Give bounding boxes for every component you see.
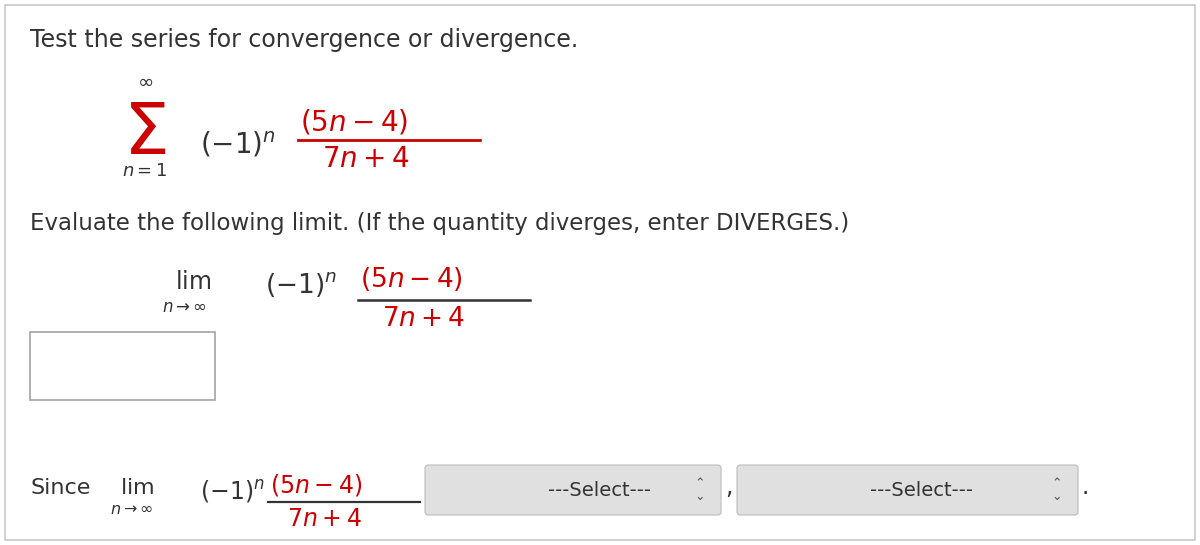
Text: $(-1)^n$: $(-1)^n$: [200, 478, 265, 505]
FancyBboxPatch shape: [5, 5, 1195, 540]
Text: $\infty$: $\infty$: [137, 72, 154, 91]
Text: ⌃: ⌃: [695, 477, 706, 490]
Text: .: .: [1082, 475, 1090, 499]
Text: Evaluate the following limit. (If the quantity diverges, enter DIVERGES.): Evaluate the following limit. (If the qu…: [30, 212, 850, 235]
Text: Test the series for convergence or divergence.: Test the series for convergence or diver…: [30, 28, 578, 52]
Text: $n \rightarrow \infty$: $n \rightarrow \infty$: [162, 298, 208, 316]
Text: $\Sigma$: $\Sigma$: [124, 100, 167, 169]
Text: $7n + 4$: $7n + 4$: [382, 306, 466, 332]
FancyBboxPatch shape: [30, 332, 215, 400]
Text: ---Select---: ---Select---: [870, 481, 973, 500]
FancyBboxPatch shape: [737, 465, 1078, 515]
Text: ⌃: ⌃: [1051, 477, 1062, 490]
Text: ⌄: ⌄: [695, 489, 706, 502]
Text: ,: ,: [725, 475, 732, 499]
FancyBboxPatch shape: [425, 465, 721, 515]
Text: ---Select---: ---Select---: [548, 481, 650, 500]
Text: $\mathrm{lim}$: $\mathrm{lim}$: [175, 270, 211, 294]
Text: $n \rightarrow \infty$: $n \rightarrow \infty$: [110, 502, 154, 517]
Text: $(5n - 4)$: $(5n - 4)$: [300, 108, 408, 137]
Text: $(-1)^n$: $(-1)^n$: [265, 270, 337, 299]
Text: $(5n - 4)$: $(5n - 4)$: [270, 472, 362, 498]
Text: $\mathrm{lim}$: $\mathrm{lim}$: [120, 478, 154, 498]
Text: $(5n - 4)$: $(5n - 4)$: [360, 265, 463, 293]
Text: $(-1)^n$: $(-1)^n$: [200, 130, 276, 159]
Text: ⌄: ⌄: [1051, 489, 1062, 502]
Text: $n = 1$: $n = 1$: [122, 162, 168, 180]
Text: $7n + 4$: $7n + 4$: [322, 145, 409, 173]
Text: Since: Since: [30, 478, 90, 498]
Text: $7n + 4$: $7n + 4$: [287, 507, 361, 531]
